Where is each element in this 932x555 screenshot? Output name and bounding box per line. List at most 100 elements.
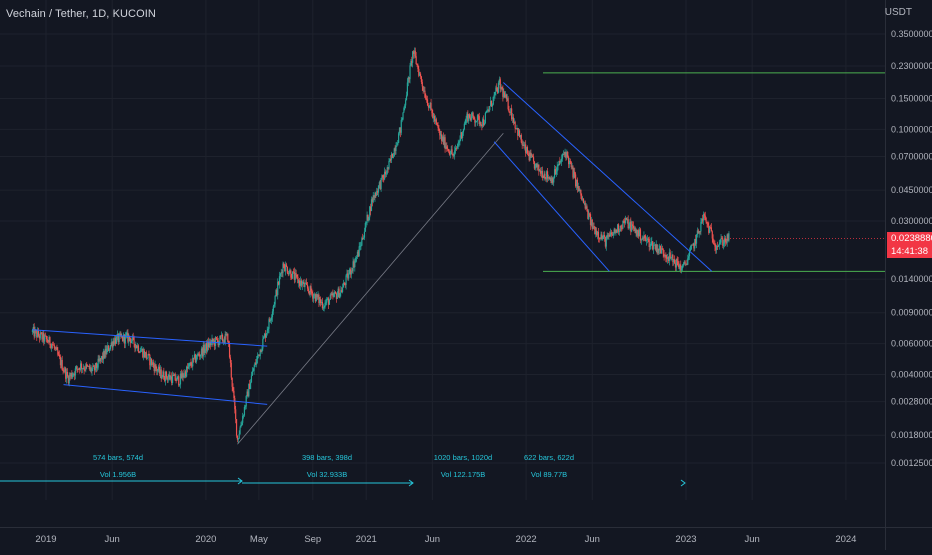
candle-body xyxy=(341,290,343,293)
candle-body xyxy=(620,225,622,228)
candle-body xyxy=(702,214,705,221)
candle-body xyxy=(560,158,563,162)
candle-body xyxy=(225,334,227,336)
candle-body xyxy=(117,334,119,343)
candle-body xyxy=(553,169,556,178)
candle-body xyxy=(38,335,41,339)
candle-body xyxy=(214,337,217,346)
candle-body xyxy=(65,368,67,379)
candle-body xyxy=(230,362,232,378)
candle-body xyxy=(378,182,380,186)
candle-body xyxy=(37,331,39,338)
trendline[interactable] xyxy=(502,82,713,272)
candle-body xyxy=(49,337,51,345)
candle-body xyxy=(450,149,452,155)
candle-body xyxy=(510,108,512,113)
candle-body xyxy=(94,366,96,371)
candle-body xyxy=(235,409,237,420)
candle-body xyxy=(711,231,713,239)
candle-body xyxy=(270,317,273,320)
candle-body xyxy=(299,280,301,286)
candle-body xyxy=(220,335,222,337)
candle-body xyxy=(367,214,369,221)
candle-body xyxy=(509,112,511,113)
candle-body xyxy=(322,307,324,309)
candle-body xyxy=(572,166,574,178)
candle-body xyxy=(543,173,545,178)
candle-body xyxy=(164,379,166,381)
candle-body xyxy=(719,242,721,244)
candle-body xyxy=(160,369,162,379)
candle-body xyxy=(621,227,623,229)
candle-body xyxy=(194,354,196,363)
symbol-title[interactable]: Vechain / Tether, 1D, KUCOIN xyxy=(6,8,156,20)
trendline[interactable] xyxy=(237,133,504,445)
candle-body xyxy=(181,373,183,379)
candle-body xyxy=(490,100,493,107)
candle-body xyxy=(483,122,486,126)
last-price-value: 0.0238880 xyxy=(891,233,932,244)
candle-body xyxy=(554,169,557,175)
candle-body xyxy=(716,246,719,247)
candle-body xyxy=(709,227,712,229)
candle-body xyxy=(193,354,196,359)
candle-body xyxy=(721,238,723,240)
candle-body xyxy=(617,224,620,232)
candle-body xyxy=(111,342,113,348)
candle-body xyxy=(119,333,121,335)
candle-body xyxy=(58,354,60,356)
candle-body xyxy=(296,274,298,277)
drawing-overlays[interactable] xyxy=(32,72,885,445)
candle-body xyxy=(575,174,577,187)
candle-body xyxy=(627,219,629,229)
candle-body xyxy=(55,347,57,349)
candle-body xyxy=(283,263,285,268)
candle-body xyxy=(228,341,230,344)
candle-body xyxy=(347,273,349,279)
candle-body xyxy=(275,290,277,296)
candle-body xyxy=(72,375,74,378)
candle-body xyxy=(614,229,616,234)
time-axis[interactable]: 2019 Jun 2020 May Sep 2021 Jun 2022 Jun 2023 Jun 20… xyxy=(35,534,856,545)
candle-body xyxy=(308,291,310,295)
candle-body xyxy=(170,376,172,380)
candle-body xyxy=(469,114,471,118)
candle-body xyxy=(516,127,518,129)
candle-body xyxy=(144,352,147,358)
candle-body xyxy=(689,249,691,251)
candle-body xyxy=(52,344,55,346)
candle-body xyxy=(309,286,311,295)
candle-body xyxy=(65,371,68,379)
candle-body xyxy=(542,177,544,178)
price-axis[interactable]: 0.3500000 0.2300000 0.1500000 0.1000000 0.07… xyxy=(891,29,932,468)
candle-body xyxy=(295,273,297,275)
candle-body xyxy=(64,368,66,372)
trendline[interactable] xyxy=(63,384,268,405)
trendline[interactable] xyxy=(32,329,268,347)
candle-body xyxy=(121,336,123,338)
candle-body xyxy=(669,252,671,258)
candle-body xyxy=(236,435,239,440)
candle-body xyxy=(611,234,614,236)
candle-body xyxy=(31,330,34,332)
candle-body xyxy=(123,334,126,344)
candle-body xyxy=(400,120,402,133)
candle-body xyxy=(90,367,92,372)
candle-body xyxy=(696,230,698,235)
candle-body xyxy=(201,348,203,357)
candle-body xyxy=(218,341,220,346)
candle-body xyxy=(399,127,401,133)
candle-body xyxy=(505,94,507,100)
candle-body xyxy=(312,293,314,299)
candle-body xyxy=(392,156,394,158)
candle-body xyxy=(581,195,583,200)
candle-body xyxy=(272,306,274,312)
candle-body xyxy=(274,295,276,305)
candle-body xyxy=(368,217,370,221)
candle-body xyxy=(593,226,595,228)
candle-body xyxy=(436,122,438,126)
candle-body xyxy=(372,195,374,202)
trendline[interactable] xyxy=(493,141,610,272)
